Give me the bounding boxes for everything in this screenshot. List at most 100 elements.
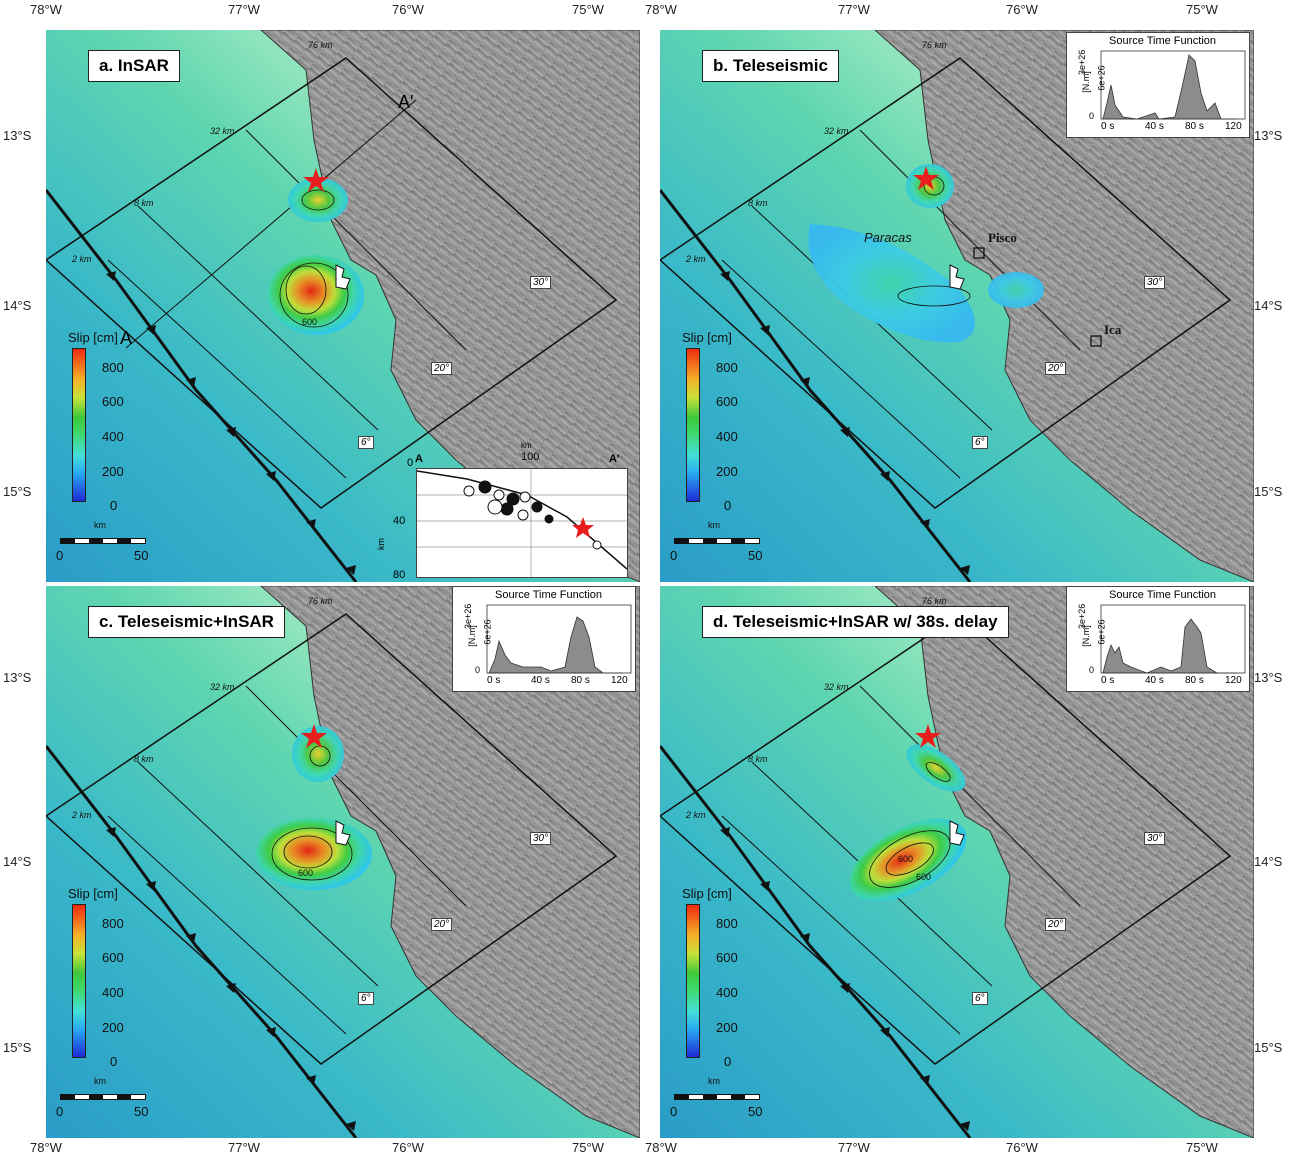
colorbar-title: Slip [cm] [682, 886, 732, 901]
xsec-x-tick: 0 [407, 457, 414, 469]
contour-label: 600 [302, 317, 318, 327]
stf-xtick: 40 s [531, 675, 550, 686]
dip-label: 6° [972, 992, 988, 1005]
colorbar: Slip [cm] 800 600 400 200 0 [68, 330, 168, 530]
lon-label: 76°W [1006, 2, 1038, 17]
scale-start: 0 [56, 548, 64, 563]
xsec-y-unit: km [376, 538, 386, 550]
lon-label: 78°W [645, 1140, 677, 1155]
stf-xtick: 0 s [1101, 675, 1115, 686]
city-pisco: Pisco [988, 230, 1017, 245]
panel-a: a. InSAR 76 km 32 km 8 km 2 km 30° 20° 6… [46, 30, 640, 582]
colorbar-tick: 800 [102, 360, 124, 375]
scale-end: 50 [748, 1104, 763, 1119]
colorbar-tick: 0 [724, 1054, 732, 1069]
colorbar-tick: 600 [102, 394, 124, 409]
lon-label: 75°W [1186, 2, 1218, 17]
lat-label: 13°S [3, 670, 32, 685]
stf-ytick: 3e+26 [1077, 49, 1087, 75]
scale-unit: km [708, 1076, 720, 1086]
lat-label: 14°S [1254, 854, 1283, 869]
stf-plot [486, 604, 632, 674]
colorbar-tick: 0 [724, 498, 732, 513]
dip-label: 6° [358, 436, 374, 449]
contour-label: 600 [916, 872, 932, 882]
stf-plot [1100, 604, 1246, 674]
lon-label: 77°W [838, 2, 870, 17]
stf-ytick: 6e+26 [1096, 619, 1107, 645]
lon-label: 78°W [30, 1140, 62, 1155]
lat-label: 13°S [3, 128, 32, 143]
lat-label: 13°S [1254, 128, 1283, 143]
scale-start: 0 [56, 1104, 64, 1119]
stf-inset: Source Time Function [N.m] 0 3e+26 6e+26… [452, 586, 636, 692]
dip-label: 30° [530, 276, 552, 289]
dip-label: 30° [1144, 276, 1166, 289]
contour-label: 600 [898, 854, 914, 864]
contour-label: 600 [298, 868, 314, 878]
colorbar-tick: 200 [102, 464, 124, 479]
dip-label: 20° [1045, 362, 1067, 375]
scale-unit: km [94, 520, 106, 530]
scale-bar: km 0 50 [56, 520, 150, 566]
lon-label: 75°W [572, 1140, 604, 1155]
stf-ytick: 3e+26 [1077, 603, 1087, 629]
xsec-y-tick: 40 [393, 515, 406, 527]
colorbar-tick: 600 [102, 950, 124, 965]
depth-label: 2 km [72, 254, 92, 264]
stf-plot [1100, 50, 1246, 120]
panel-title: a. InSAR [88, 50, 180, 82]
lat-label: 14°S [3, 298, 32, 313]
xsec-x-tick: 100 [521, 451, 540, 463]
colorbar-tick: 400 [102, 429, 124, 444]
stf-xtick: 80 s [571, 675, 590, 686]
dip-label: 6° [358, 992, 374, 1005]
stf-title: Source Time Function [1109, 589, 1216, 601]
scale-bar: km 0 50 [670, 520, 764, 566]
stf-ytick: 6e+26 [1096, 65, 1107, 91]
depth-label: 32 km [210, 126, 235, 136]
lat-label: 15°S [1254, 484, 1283, 499]
scale-bar: km 0 50 [56, 1076, 150, 1122]
stf-xtick: 120 [1225, 121, 1242, 132]
colorbar-tick: 0 [110, 498, 118, 513]
depth-label: 76 km [922, 596, 947, 606]
lon-label: 77°W [838, 1140, 870, 1155]
city-paracas: Paracas [864, 230, 912, 245]
depth-label: 8 km [134, 754, 154, 764]
panel-c: c. Teleseismic+InSAR 76 km 32 km 8 km 2 … [46, 586, 640, 1138]
colorbar-title: Slip [cm] [68, 886, 118, 901]
colorbar-tick: 400 [716, 985, 738, 1000]
depth-label: 2 km [72, 810, 92, 820]
panel-title: c. Teleseismic+InSAR [88, 606, 285, 638]
stf-title: Source Time Function [495, 589, 602, 601]
colorbar-gradient [72, 904, 86, 1058]
lon-label: 76°W [1006, 1140, 1038, 1155]
stf-ytick: 3e+26 [463, 603, 473, 629]
lat-label: 15°S [3, 484, 32, 499]
scale-bar-graphic [674, 538, 760, 544]
depth-label: 76 km [308, 40, 333, 50]
panel-d: d. Teleseismic+InSAR w/ 38s. delay 76 km… [660, 586, 1254, 1138]
xsec-end: A' [609, 453, 620, 465]
colorbar-tick: 400 [102, 985, 124, 1000]
stf-xtick: 0 s [1101, 121, 1115, 132]
lat-label: 13°S [1254, 670, 1283, 685]
panel-title: d. Teleseismic+InSAR w/ 38s. delay [702, 606, 1009, 638]
lon-label: 77°W [228, 1140, 260, 1155]
cross-section-inset: A A' km 0 100 40 80 km [376, 441, 628, 581]
scale-unit: km [94, 1076, 106, 1086]
stf-xtick: 0 s [487, 675, 501, 686]
lon-label: 77°W [228, 2, 260, 17]
lon-label: 75°W [1186, 1140, 1218, 1155]
colorbar: Slip [cm] 800 600 400 200 0 [68, 886, 168, 1086]
scale-end: 50 [134, 1104, 149, 1119]
depth-label: 8 km [134, 198, 154, 208]
dip-label: 20° [431, 918, 453, 931]
lat-label: 14°S [3, 854, 32, 869]
stf-ytick: 0 [1089, 111, 1095, 121]
stf-ytick: 0 [475, 665, 481, 675]
depth-label: 8 km [748, 754, 768, 764]
colorbar-tick: 800 [716, 360, 738, 375]
scale-bar-graphic [60, 1094, 146, 1100]
